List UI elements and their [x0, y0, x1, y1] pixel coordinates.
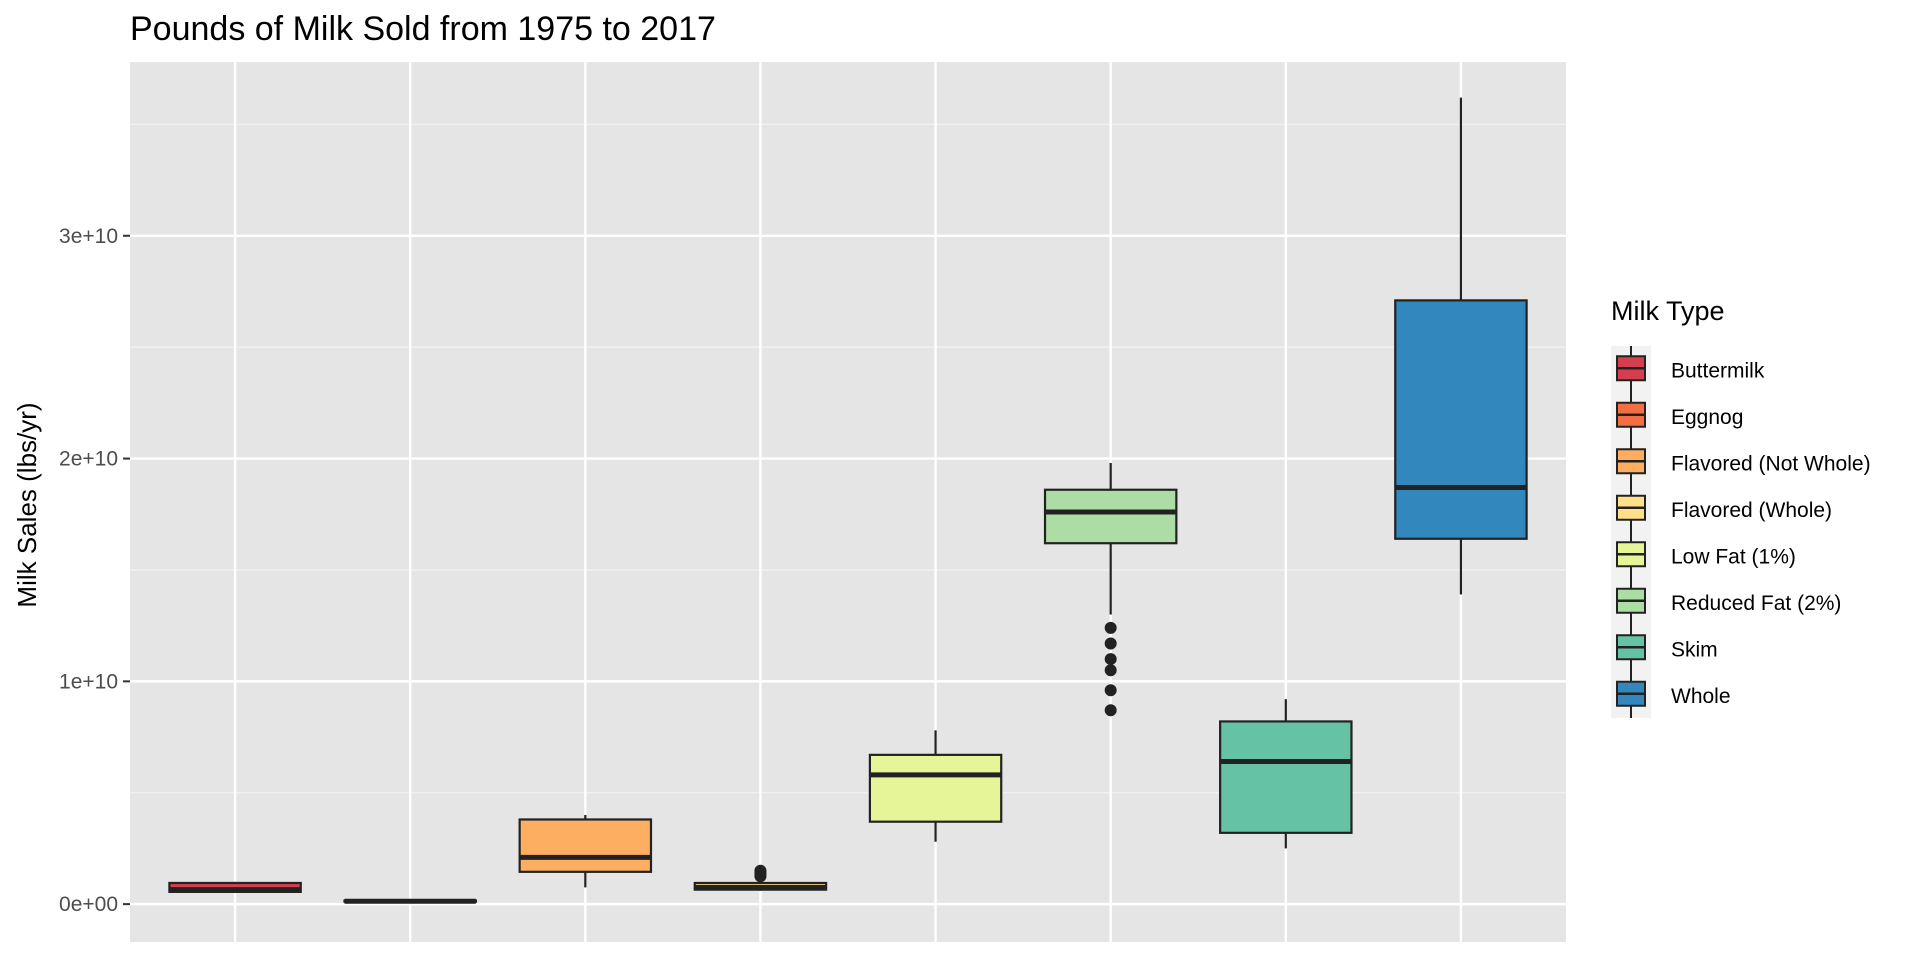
legend-label: Buttermilk [1671, 359, 1765, 382]
box-skim [1219, 699, 1353, 849]
outlier-point [1104, 684, 1117, 697]
legend-item: Flavored (Whole) [1611, 485, 1832, 532]
plot-area: 0e+00 1e+10 2e+10 3e+10 [59, 62, 1566, 942]
outlier-point [754, 864, 767, 877]
box-eggnog [343, 898, 477, 904]
legend: Milk Type Buttermilk Eggnog Flavored (Not … [1611, 296, 1871, 718]
y-tick-label: 2e+10 [59, 448, 118, 471]
y-tick-label: 0e+00 [59, 893, 118, 916]
legend-item: Reduced Fat (2%) [1611, 578, 1841, 625]
outlier-point [1104, 664, 1117, 677]
legend-label: Low Fat (1%) [1671, 545, 1796, 568]
box-body [518, 818, 653, 873]
legend-item: Whole [1611, 671, 1731, 718]
legend-item: Low Fat (1%) [1611, 532, 1796, 579]
box-flavored-whole [693, 864, 828, 891]
y-axis-label: Milk Sales (lbs/yr) [12, 402, 42, 607]
legend-label: Eggnog [1671, 406, 1743, 429]
legend-item: Flavored (Not Whole) [1611, 439, 1871, 486]
legend-label: Reduced Fat (2%) [1671, 592, 1841, 615]
box-buttermilk [168, 881, 302, 893]
outlier-point [1104, 621, 1117, 634]
box-body [1043, 488, 1178, 545]
y-tick-label: 1e+10 [59, 670, 118, 693]
legend-label: Flavored (Not Whole) [1671, 452, 1871, 475]
box-whole [1394, 97, 1528, 595]
box-body [1394, 299, 1528, 540]
legend-item: Buttermilk [1611, 346, 1765, 393]
outlier-point [1104, 637, 1117, 650]
chart-title: Pounds of Milk Sold from 1975 to 2017 [130, 10, 716, 48]
legend-label: Whole [1671, 685, 1731, 708]
y-tick-label: 3e+10 [59, 225, 118, 248]
box-low-fat-1 [868, 730, 1003, 842]
box-body [1219, 720, 1353, 834]
legend-title: Milk Type [1611, 296, 1725, 326]
legend-item: Eggnog [1611, 392, 1743, 439]
box-reduced-fat-2 [1043, 463, 1178, 717]
legend-item: Skim [1611, 625, 1718, 672]
outlier-point [1104, 704, 1117, 717]
legend-label: Flavored (Whole) [1671, 499, 1832, 522]
box-flavored-not-whole [518, 815, 653, 888]
legend-label: Skim [1671, 638, 1718, 661]
outlier-point [1104, 653, 1117, 666]
box-body [868, 753, 1003, 823]
